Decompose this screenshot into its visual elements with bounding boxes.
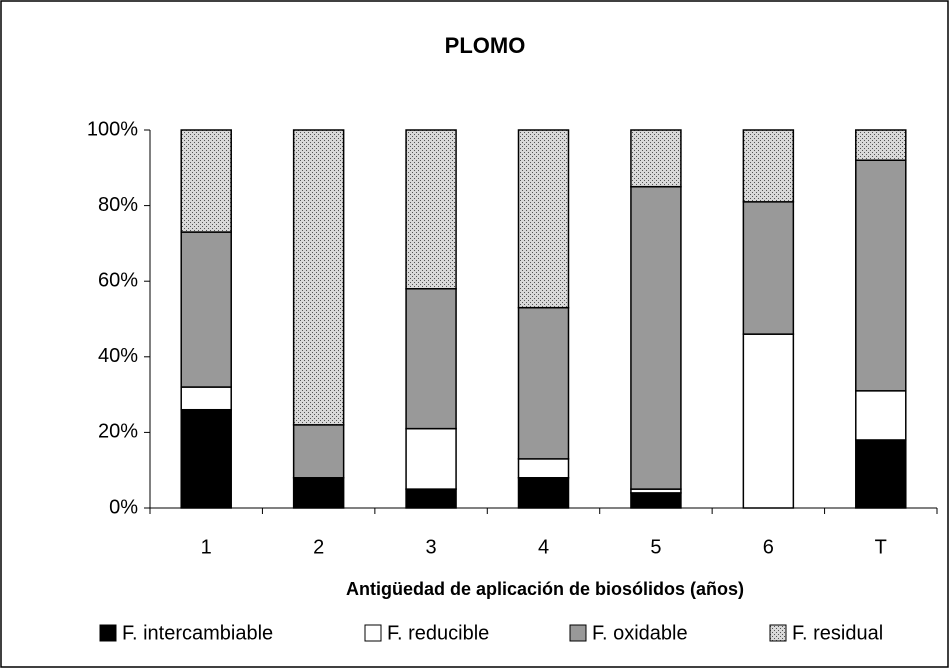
- bar-segment: [517, 458, 570, 479]
- bar-segment: [180, 231, 232, 388]
- y-tick-label: 80%: [98, 194, 138, 216]
- legend-label: F. reducible: [387, 622, 489, 644]
- legend-label: F. residual: [792, 622, 883, 644]
- bar-segment: [855, 129, 907, 161]
- legend-swatch: [569, 624, 587, 642]
- bar-segment: [405, 129, 457, 290]
- x-tick-label: 6: [763, 536, 774, 558]
- legend-swatch: [99, 624, 117, 642]
- bar-segment: [405, 488, 457, 509]
- bar-segment: [405, 427, 457, 490]
- bar-segment: [742, 201, 795, 335]
- bar-segment: [292, 477, 345, 509]
- bar-segment: [292, 424, 345, 479]
- bar-segment: [517, 129, 570, 309]
- legend-swatch: [364, 624, 382, 642]
- bar-segment: [180, 129, 232, 233]
- bar-segment: [742, 129, 795, 203]
- bar-segment: [180, 408, 232, 509]
- y-tick-label: 40%: [98, 345, 138, 367]
- bar-segment: [630, 492, 682, 509]
- x-tick-label: 3: [426, 536, 437, 558]
- legend-swatch: [769, 624, 787, 642]
- x-tick-label: 5: [650, 536, 661, 558]
- bar-segment: [855, 439, 907, 509]
- bar-segment: [405, 288, 457, 430]
- y-tick-label: 100%: [87, 118, 138, 140]
- chart-title: PLOMO: [445, 33, 526, 58]
- bar-segment: [517, 477, 570, 509]
- y-tick-label: 20%: [98, 421, 138, 443]
- x-axis-label: Antigüedad de aplicación de biosólidos (…: [346, 579, 744, 599]
- legend-label: F. oxidable: [592, 622, 688, 644]
- bar-segment: [855, 390, 907, 441]
- x-tick-label: T: [875, 536, 887, 558]
- x-tick-label: 4: [538, 536, 549, 558]
- bar-segment: [855, 159, 907, 392]
- bar-segment: [517, 306, 570, 460]
- x-tick-label: 1: [201, 536, 212, 558]
- x-tick-label: 2: [313, 536, 324, 558]
- y-tick-label: 0%: [109, 496, 138, 518]
- bar-segment: [630, 185, 682, 490]
- y-tick-label: 60%: [98, 269, 138, 291]
- bar-segment: [292, 129, 345, 426]
- bar-segment: [742, 333, 795, 509]
- bar-segment: [180, 386, 232, 411]
- bar-segment: [630, 129, 682, 188]
- legend-label: F. intercambiable: [122, 622, 273, 644]
